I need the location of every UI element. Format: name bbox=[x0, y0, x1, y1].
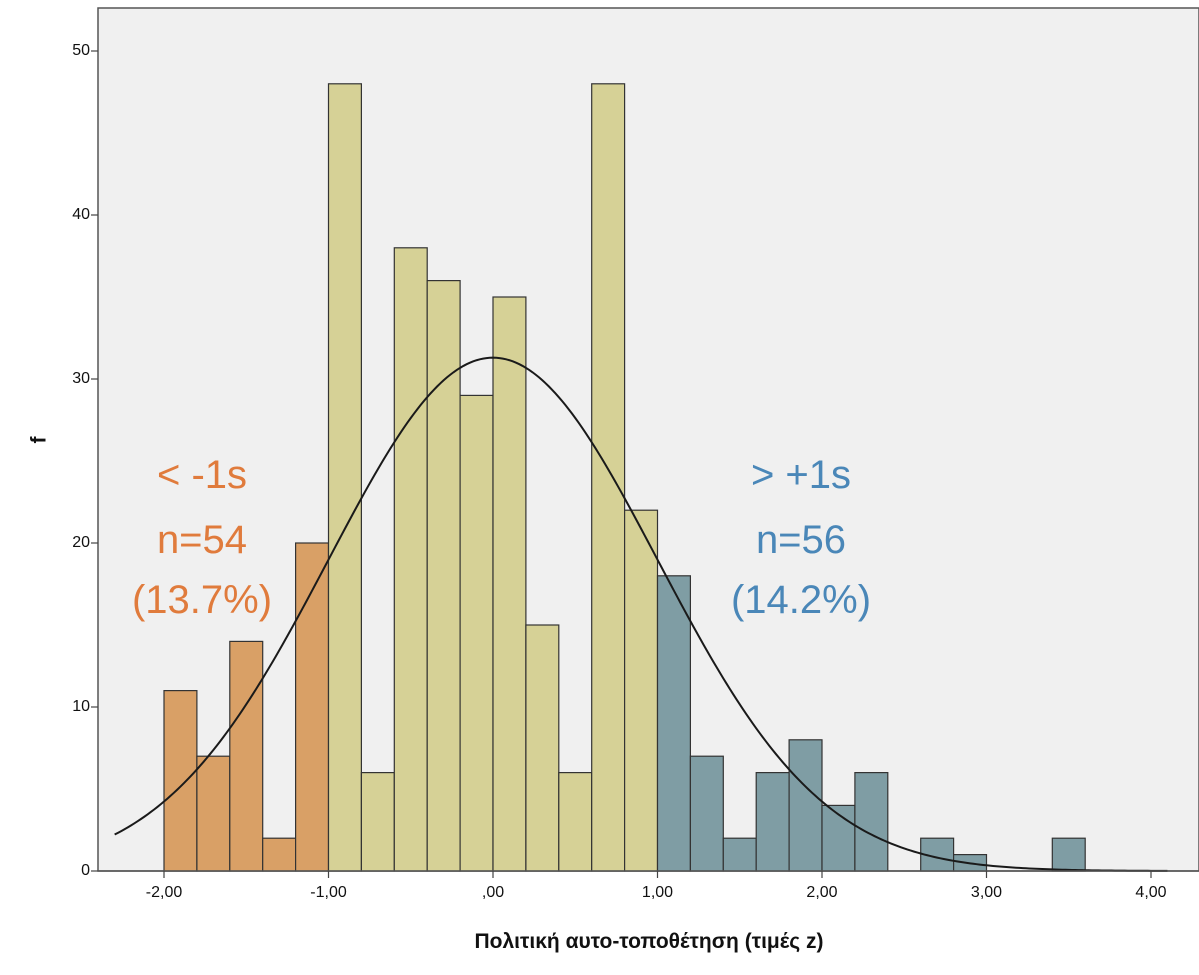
annotation-low: < -1s n=54 (13.7%) bbox=[132, 453, 272, 622]
x-tick-label: 2,00 bbox=[806, 884, 837, 901]
histogram-bar bbox=[163, 689, 198, 872]
y-tick-label: 20 bbox=[72, 534, 90, 551]
histogram-bar bbox=[492, 296, 527, 872]
histogram-bar bbox=[591, 83, 626, 872]
histogram-bar bbox=[558, 771, 593, 872]
histogram-bar bbox=[525, 624, 560, 872]
x-axis-title: Πολιτική αυτο-τοποθέτηση (τιμές z) bbox=[474, 930, 823, 953]
y-tick-label: 40 bbox=[72, 206, 90, 223]
histogram-bar bbox=[459, 394, 494, 872]
histogram-bar bbox=[755, 771, 790, 872]
annotation-high: > +1s n=56 (14.2%) bbox=[731, 453, 871, 622]
histogram-bar bbox=[623, 509, 659, 872]
histogram-bar bbox=[788, 739, 823, 872]
histogram-bar bbox=[360, 771, 395, 872]
y-tick-label: 30 bbox=[72, 370, 90, 387]
x-tick-label: -1,00 bbox=[310, 884, 347, 901]
x-tick-label: ,00 bbox=[482, 884, 504, 901]
annotation-high-line1: > +1s bbox=[751, 453, 851, 497]
y-tick-label: 10 bbox=[72, 698, 90, 715]
histogram-bar bbox=[393, 247, 428, 872]
histogram-bar bbox=[854, 771, 889, 872]
histogram-bar bbox=[1051, 837, 1086, 872]
histogram-bar bbox=[656, 575, 692, 872]
histogram-bar bbox=[689, 755, 724, 872]
bars-group bbox=[163, 83, 1086, 872]
annotation-low-line1: < -1s bbox=[157, 453, 247, 497]
x-tick-label: 4,00 bbox=[1135, 884, 1166, 901]
y-axis-title: f bbox=[28, 436, 51, 444]
normal-curve bbox=[114, 356, 1168, 872]
histogram-bar bbox=[196, 755, 231, 872]
histogram-bar bbox=[327, 83, 363, 872]
x-axis: -2,00 -1,00 ,00 1,00 2,00 3,00 4,00 bbox=[146, 871, 1167, 901]
annotation-high-line3: (14.2%) bbox=[731, 578, 871, 622]
x-tick-label: 1,00 bbox=[642, 884, 673, 901]
annotation-low-line2: n=54 bbox=[157, 518, 247, 562]
y-axis: 0 10 20 30 40 50 bbox=[72, 42, 98, 879]
y-tick-label: 0 bbox=[81, 862, 90, 879]
x-tick-label: -2,00 bbox=[146, 884, 183, 901]
x-tick-label: 3,00 bbox=[971, 884, 1002, 901]
annotation-low-line3: (13.7%) bbox=[132, 578, 272, 622]
y-tick-label: 50 bbox=[72, 42, 90, 59]
histogram-bar bbox=[426, 280, 461, 872]
annotation-high-line2: n=56 bbox=[756, 518, 846, 562]
histogram-bar bbox=[229, 640, 264, 872]
histogram-bar bbox=[722, 837, 757, 872]
histogram-bar bbox=[262, 837, 297, 872]
